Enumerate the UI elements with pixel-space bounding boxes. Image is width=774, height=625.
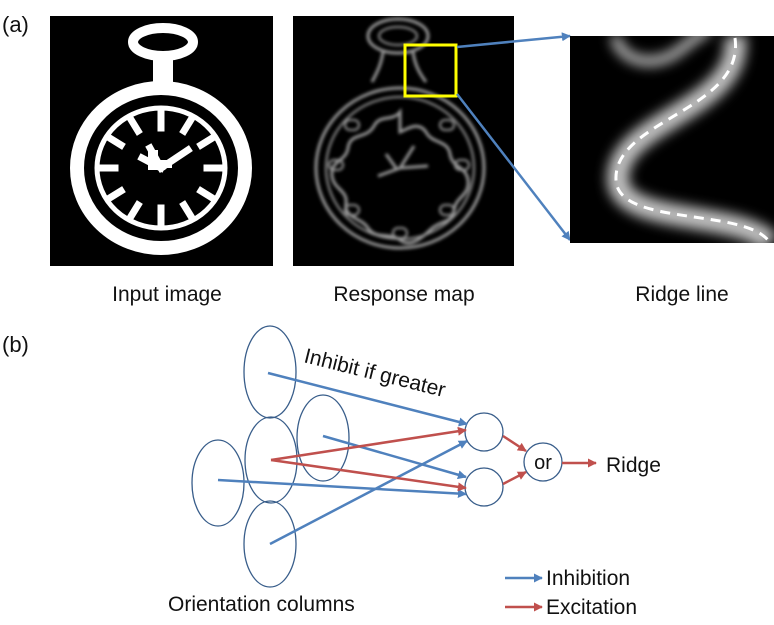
- ridge-line-image: [570, 36, 774, 243]
- zoom-arrow-top: [456, 32, 571, 49]
- legend: Inhibition Excitation: [505, 567, 637, 619]
- orientation-column-center: [244, 416, 298, 504]
- panel-a-label: (a): [2, 12, 29, 37]
- response-map-image: [293, 16, 514, 266]
- input-image: [50, 16, 273, 266]
- highlight-box: [403, 43, 458, 98]
- inhibit-label: Inhibit if greater: [302, 345, 448, 402]
- excitation-arrow-2: [270, 458, 467, 492]
- orientation-column-top: [243, 325, 297, 419]
- inhibition-arrow-3: [217, 478, 467, 499]
- panel-b-label: (b): [2, 332, 29, 357]
- ridge-line-caption: Ridge line: [635, 283, 728, 306]
- intermediate-node-bottom: [464, 467, 504, 507]
- or-node-label: or: [534, 452, 552, 474]
- excitation-arrow-3: [502, 434, 527, 453]
- inhibition-arrow-2: [322, 434, 467, 480]
- ridge-dashed-line: [614, 37, 770, 242]
- orientation-columns-label: Orientation columns: [168, 593, 355, 616]
- orientation-column-bottom: [243, 500, 297, 588]
- inhibition-arrow-4: [269, 439, 468, 546]
- excitation-arrow-1: [270, 426, 467, 462]
- excitation-arrow-4: [502, 470, 527, 486]
- orientation-column-right: [296, 394, 350, 482]
- legend-inhibition-label: Inhibition: [546, 567, 630, 590]
- output-label: Ridge: [606, 454, 661, 477]
- input-image-caption: Input image: [112, 283, 222, 306]
- orientation-column-left: [191, 439, 245, 527]
- legend-excitation-label: Excitation: [546, 596, 637, 619]
- inhibition-arrow-1: [267, 371, 468, 427]
- intermediate-node-top: [464, 412, 504, 452]
- zoom-arrow-bottom: [456, 93, 571, 241]
- response-map-caption: Response map: [333, 283, 474, 306]
